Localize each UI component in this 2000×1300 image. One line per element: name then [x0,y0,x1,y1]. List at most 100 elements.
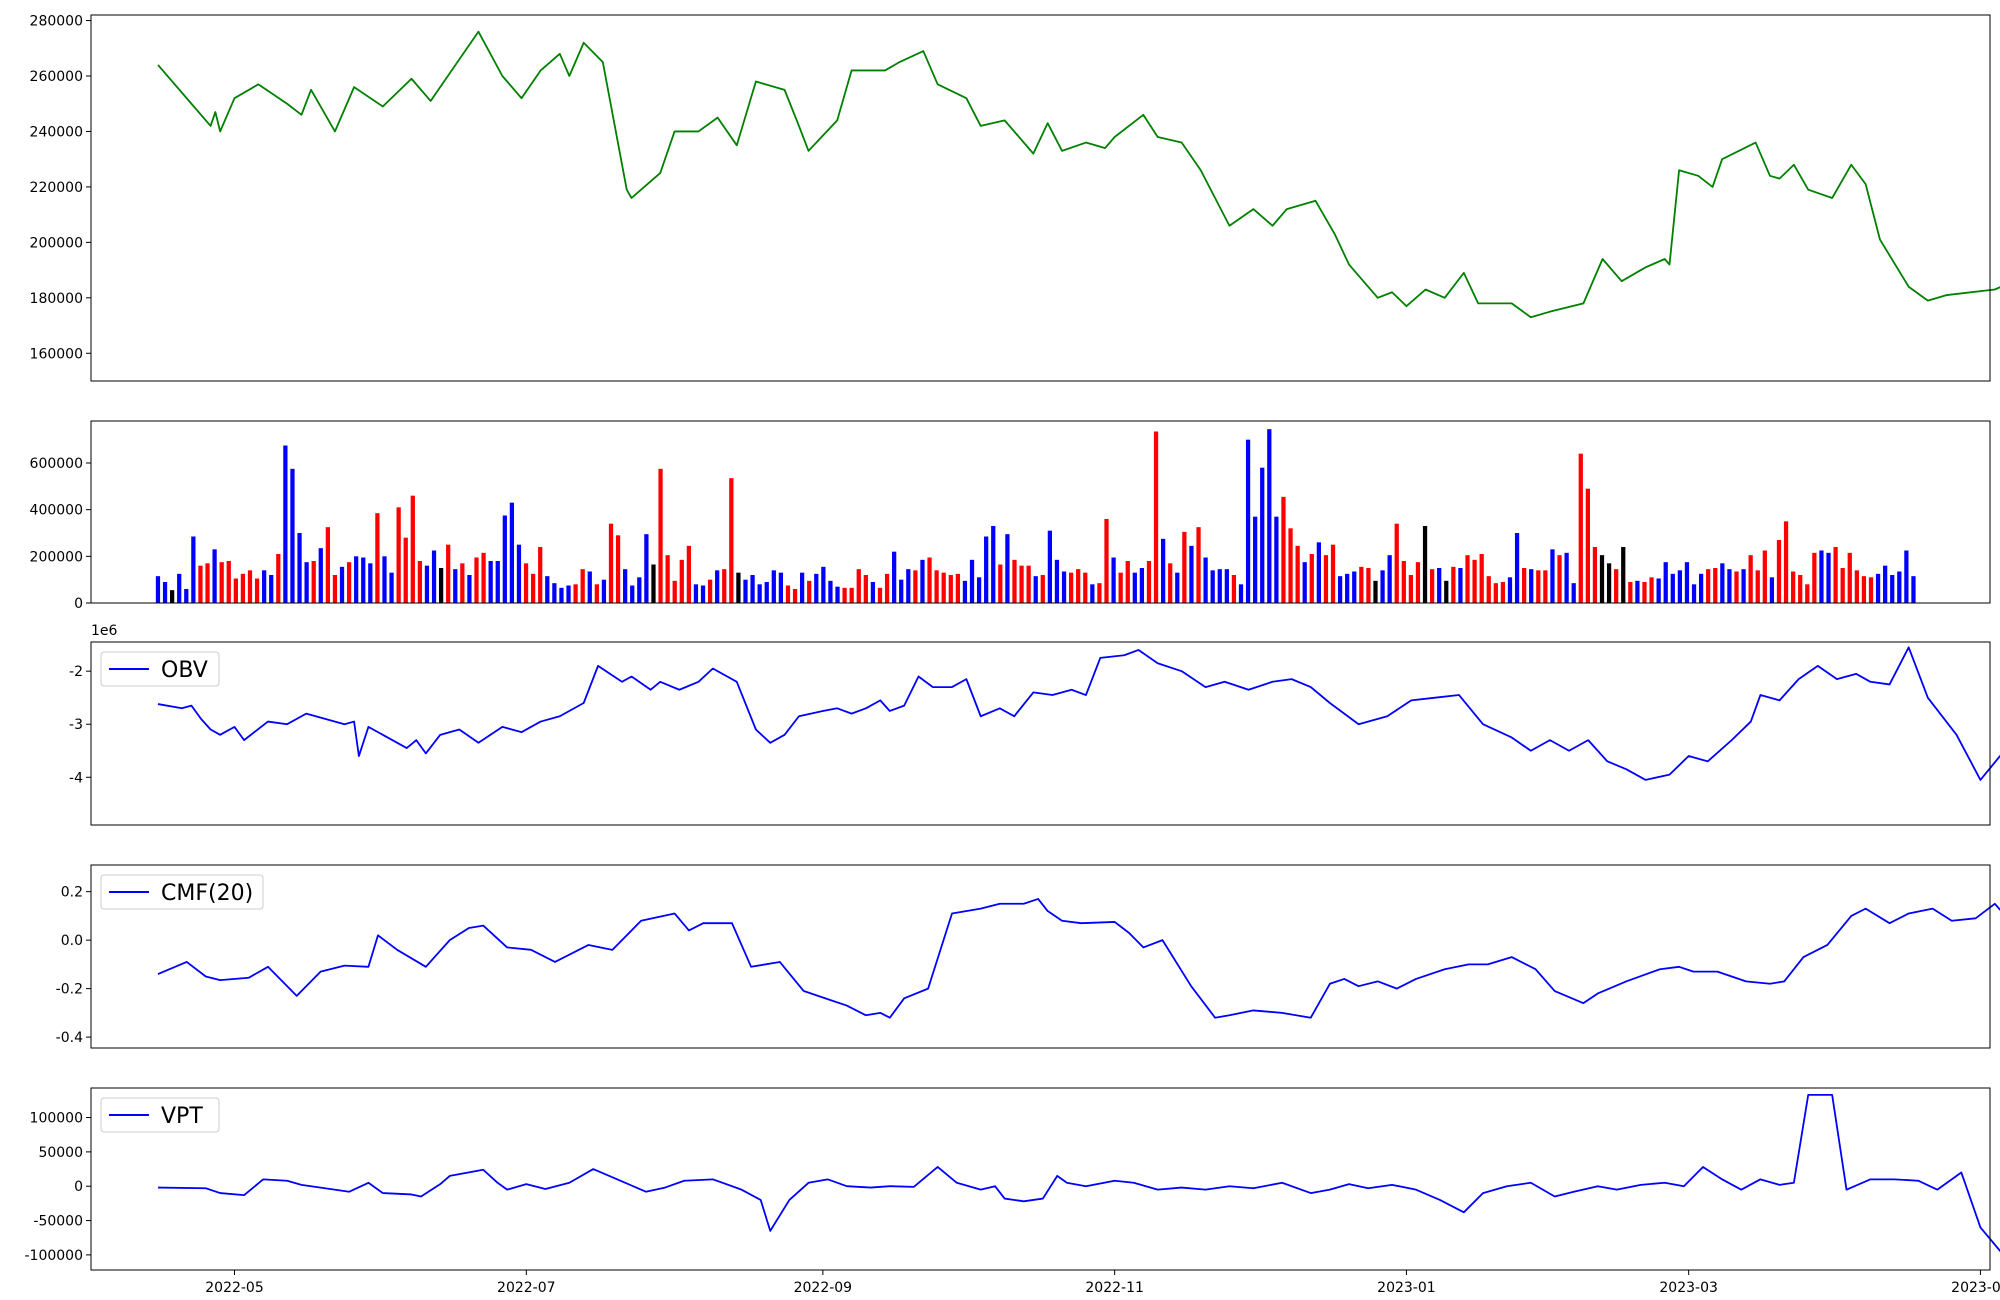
volume-bar [1769,577,1775,603]
volume-bar [1323,555,1329,603]
cmf-y-tick-label: -0.2 [56,982,83,998]
volume-bar [170,590,175,603]
volume-bar [205,563,210,603]
volume-bar [247,570,253,603]
volume-bar [615,535,621,603]
volume-bar [1182,531,1187,603]
volume-bar [729,478,734,603]
volume-bar [212,549,217,603]
cmf-legend-box [100,874,264,910]
volume-bar [1415,562,1421,603]
volume-bar [1486,576,1491,603]
volume-bar [396,507,401,603]
volume-bar [856,569,861,603]
cmf-y-tick-label: 0.2 [61,885,83,901]
volume-bar [1684,562,1690,603]
volume-bar [1068,572,1074,603]
volume-y-tick-label: 0 [74,596,83,612]
volume-bar [1656,578,1661,603]
obv-y-tick-label: -2 [69,664,83,680]
volume-bar [1861,576,1867,603]
volume-bar [1599,555,1605,603]
volume-bar [913,570,918,603]
volume-bar [1380,570,1385,603]
volume-bar [587,571,592,603]
volume-y-tick-label: 400000 [30,503,83,519]
vpt-legend-label: VPT [161,1104,203,1129]
volume-bar [1309,554,1314,603]
volume-bar [1543,570,1548,603]
volume-bar [325,527,330,603]
volume-bar [1288,528,1293,603]
volume-bar [863,575,868,603]
volume-bar [1833,547,1838,603]
price-series-line [157,30,2000,319]
cmf-series-line [157,898,2000,1019]
volume-bar [354,556,359,603]
volume-bar [884,573,890,603]
volume-bar [1444,580,1449,603]
vpt-y-tick-label: 0 [74,1179,83,1195]
obv-offset-label: 1e6 [91,623,118,639]
volume-bar [219,562,224,603]
volume-axes-frame [90,420,1991,604]
vpt-legend: VPT [100,1097,220,1133]
volume-bar [1465,555,1470,603]
volume-bar [736,572,741,603]
volume-bar [162,582,168,603]
volume-bar [1430,569,1435,603]
volume-bar [1175,572,1180,603]
volume-bar [1111,557,1116,603]
volume-bar [651,564,656,603]
volume-bar [969,559,975,603]
obv-legend-label: OBV [161,658,208,683]
volume-bar [446,544,451,603]
volume-bar [757,584,762,603]
cmf-legend: CMF(20) [100,874,264,910]
volume-bar [1458,568,1463,603]
cmf-axes-frame [90,864,1991,1049]
volume-bar [1677,570,1682,603]
volume-bar [283,445,288,603]
vpt-y-tick-label: -100000 [25,1248,84,1264]
price-y-tick-label: 160000 [30,346,83,362]
volume-bar [375,513,380,603]
volume-bar [927,557,932,603]
volume-bar [1345,573,1350,603]
volume-bar [1748,555,1753,603]
price-y-tick-label: 260000 [30,69,83,85]
cmf-y-tick-label: 0.0 [61,933,83,949]
vpt-y-tick-label: 100000 [30,1111,83,1127]
volume-bar [842,587,847,603]
x-tick-label: 2023-01 [1377,1280,1436,1296]
volume-bar [297,533,302,603]
volume-bar [672,580,677,603]
volume-bar [828,580,833,603]
volume-bar [1373,580,1378,603]
volume-bar [1401,561,1406,603]
volume-bar [743,579,748,603]
volume-bar [1352,571,1357,603]
volume-bar [1337,576,1343,603]
volume-bar [1868,577,1874,603]
volume-bar [318,548,323,603]
volume-bar [1274,516,1279,603]
volume-bar [1507,577,1513,603]
volume-bar [566,585,571,603]
volume-bar [1083,572,1088,603]
vpt-axes-frame [90,1087,1991,1271]
volume-bar [233,578,238,603]
volume-bar [276,554,281,603]
volume-bar [1387,555,1392,603]
volume-bar [1755,570,1760,603]
volume-bar [1231,575,1237,603]
volume-bar [1621,547,1626,603]
volume-bar [1189,545,1194,603]
volume-bar [1642,582,1647,603]
volume-bar [1798,575,1803,603]
volume-bar [1061,571,1067,603]
vpt-legend-box [100,1097,220,1133]
obv-y-tick-label: -4 [69,770,83,786]
volume-bar [1564,552,1569,603]
volume-bar [1245,439,1251,603]
